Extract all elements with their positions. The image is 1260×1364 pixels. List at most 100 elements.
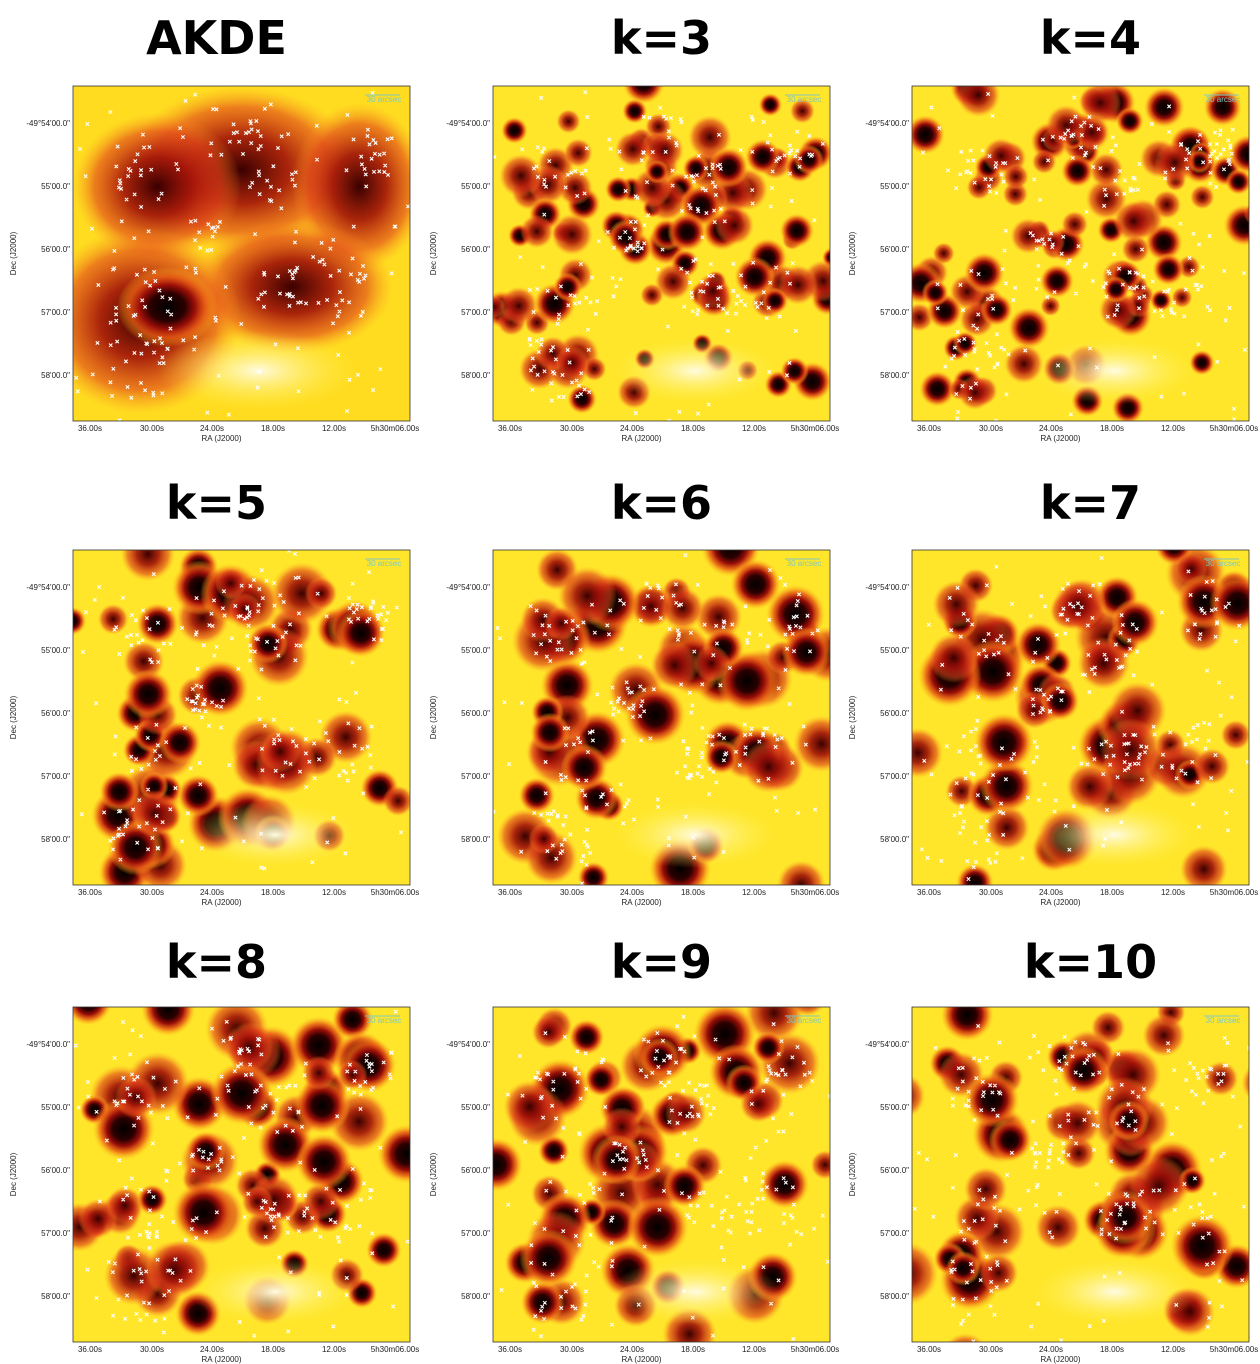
density-blob bbox=[568, 1019, 605, 1056]
density-blob bbox=[622, 86, 665, 105]
y-axis-label: Dec (J2000) bbox=[429, 695, 438, 739]
density-blob bbox=[123, 669, 173, 719]
x-tick-label: 36.00s bbox=[498, 424, 522, 433]
panel: k=7 30 arcsec 36.00s 30.00s 24.00s 18.00s 12.0… bbox=[848, 476, 1258, 931]
density-blob bbox=[531, 1014, 566, 1050]
x-tick-label: 12.00s bbox=[1161, 1345, 1185, 1354]
density-blob bbox=[974, 712, 1034, 773]
density-blob bbox=[758, 92, 783, 117]
scale-bar-label: 30 arcsec bbox=[367, 95, 402, 104]
x-axis-label: RA (J2000) bbox=[201, 898, 241, 907]
density-blob bbox=[224, 1022, 274, 1072]
y-tick-label: 57'00.0" bbox=[880, 772, 909, 781]
density-blob bbox=[1008, 306, 1050, 349]
density-blob bbox=[366, 1232, 402, 1268]
x-axis-label: RA (J2000) bbox=[1040, 1355, 1080, 1364]
density-blob bbox=[519, 214, 554, 249]
density-map bbox=[912, 1007, 1249, 1342]
density-blob bbox=[928, 632, 979, 683]
x-tick-label: 18.00s bbox=[1100, 888, 1124, 897]
density-blob bbox=[660, 586, 705, 630]
density-blob bbox=[604, 175, 632, 203]
x-tick-label: 24.00s bbox=[1039, 888, 1063, 897]
density-map bbox=[73, 550, 410, 885]
y-tick-label: 57'00.0" bbox=[461, 308, 490, 317]
y-tick-label: 58'00.0" bbox=[461, 371, 490, 380]
density-blob bbox=[503, 1080, 556, 1133]
x-axis-label: RA (J2000) bbox=[1040, 898, 1080, 907]
source-markers bbox=[920, 91, 1248, 421]
x-tick-label: 36.00s bbox=[917, 424, 941, 433]
density-map bbox=[912, 86, 1249, 421]
x-tick-label: 24.00s bbox=[620, 1345, 644, 1354]
density-blob bbox=[695, 273, 731, 309]
y-tick-label: -49°54'00.0" bbox=[26, 1040, 70, 1049]
density-blob bbox=[301, 1055, 336, 1090]
x-tick-label: 24.00s bbox=[620, 888, 644, 897]
density-blob bbox=[1059, 1046, 1109, 1096]
density-blob bbox=[695, 593, 743, 641]
y-tick-label: -49°54'00.0" bbox=[865, 583, 909, 592]
plot-frame bbox=[492, 549, 831, 886]
density-blob bbox=[528, 823, 560, 855]
density-blob bbox=[97, 603, 129, 635]
density-blob bbox=[932, 242, 955, 265]
source-markers bbox=[499, 1014, 830, 1342]
density-core bbox=[116, 266, 218, 348]
density-blob bbox=[912, 114, 945, 155]
y-axis-label: Dec (J2000) bbox=[9, 1152, 18, 1196]
density-blob bbox=[664, 1092, 707, 1135]
density-blob bbox=[667, 212, 707, 252]
density-blob bbox=[964, 1072, 1020, 1128]
scale-bar-label: 30 arcsec bbox=[367, 559, 402, 568]
x-tick-label: 12.00s bbox=[742, 1345, 766, 1354]
density-blob bbox=[1034, 1204, 1082, 1251]
density-blob bbox=[745, 138, 781, 175]
density-blob bbox=[337, 1059, 368, 1091]
plot-frame bbox=[72, 549, 411, 886]
density-blob bbox=[739, 1085, 778, 1123]
density-blob bbox=[214, 567, 247, 600]
pale-patch bbox=[610, 337, 780, 405]
source-markers bbox=[493, 90, 825, 421]
density-blob bbox=[295, 1133, 353, 1191]
y-axis-label: Dec (J2000) bbox=[9, 695, 18, 739]
y-axis-label: Dec (J2000) bbox=[9, 231, 18, 275]
density-blob bbox=[500, 116, 528, 144]
scale-bar-label: 30 arcsec bbox=[1206, 559, 1241, 568]
plot-frame bbox=[492, 85, 831, 422]
density-blob bbox=[1000, 888, 1043, 931]
density-blob bbox=[1223, 204, 1249, 247]
x-axis-label: RA (J2000) bbox=[621, 898, 661, 907]
y-tick-label: 58'00.0" bbox=[461, 835, 490, 844]
y-tick-label: 55'00.0" bbox=[461, 1103, 490, 1112]
density-blob bbox=[940, 1007, 994, 1042]
density-blob bbox=[144, 1240, 203, 1300]
x-tick-label: 24.00s bbox=[1039, 1345, 1063, 1354]
x-tick-label: 5h30m06.00s bbox=[791, 424, 839, 433]
density-blob bbox=[730, 558, 781, 610]
x-axis-label: RA (J2000) bbox=[201, 1355, 241, 1364]
x-tick-label: 18.00s bbox=[1100, 1345, 1124, 1354]
panel: k=8 30 arcsec 36.00s 30.00s 24.00s 18.00s 12.0… bbox=[9, 935, 419, 1364]
density-blob bbox=[921, 279, 949, 307]
density-blob bbox=[377, 1124, 410, 1184]
x-tick-label: 18.00s bbox=[261, 424, 285, 433]
y-tick-label: 58'00.0" bbox=[41, 371, 70, 380]
density-blob bbox=[73, 606, 87, 636]
y-tick-label: 56'00.0" bbox=[461, 1166, 490, 1175]
density-blob bbox=[1099, 718, 1163, 781]
panel-title: k=7 bbox=[1040, 476, 1141, 530]
x-tick-label: 24.00s bbox=[620, 424, 644, 433]
density-blob bbox=[520, 1280, 565, 1325]
density-blob bbox=[624, 684, 686, 746]
density-blob bbox=[577, 861, 610, 885]
x-tick-label: 24.00s bbox=[200, 1345, 224, 1354]
x-tick-label: 18.00s bbox=[261, 1345, 285, 1354]
y-tick-label: 57'00.0" bbox=[461, 772, 490, 781]
density-blob bbox=[336, 608, 386, 658]
pale-patch bbox=[610, 801, 780, 869]
density-blob bbox=[793, 715, 830, 773]
x-tick-label: 18.00s bbox=[681, 424, 705, 433]
x-tick-label: 30.00s bbox=[560, 424, 584, 433]
